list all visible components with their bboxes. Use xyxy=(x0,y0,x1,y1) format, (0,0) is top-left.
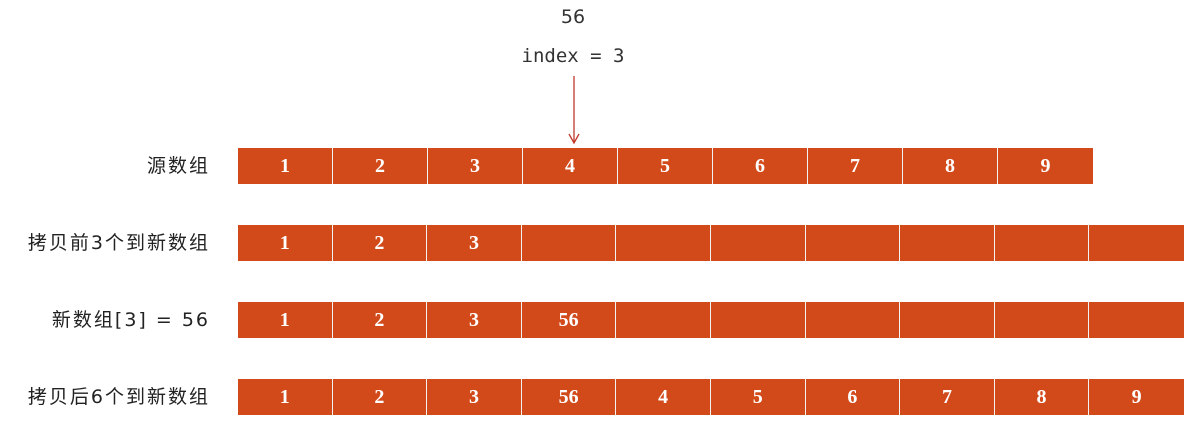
array-cell: 3 xyxy=(427,379,522,415)
array-cell xyxy=(710,302,806,338)
assign-56-row-label: 新数组[3] = 56 xyxy=(51,309,210,331)
array-cell: 56 xyxy=(521,302,617,338)
array-cell xyxy=(616,302,711,338)
copy-last-six-row: 1 2 3 56 4 5 6 7 8 9 xyxy=(238,379,1184,415)
array-cell: 1 xyxy=(238,302,333,338)
array-cell: 6 xyxy=(805,379,901,415)
index-label: index = 3 xyxy=(521,45,625,67)
array-cell: 9 xyxy=(1089,379,1184,415)
insert-value: 56 xyxy=(560,6,586,28)
copy-last-six-row-label: 拷贝后6个到新数组 xyxy=(27,386,210,408)
array-cell: 3 xyxy=(427,302,522,338)
array-cell xyxy=(616,225,711,261)
array-cell: 7 xyxy=(900,379,995,415)
array-cell: 7 xyxy=(808,148,903,184)
array-cell xyxy=(521,225,617,261)
down-arrow-icon xyxy=(568,76,580,145)
array-cell: 4 xyxy=(616,379,711,415)
assign-56-row: 1 2 3 56 xyxy=(238,302,1184,338)
array-cell xyxy=(1089,302,1184,338)
source-array-row-label: 源数组 xyxy=(146,155,210,177)
array-cell: 4 xyxy=(523,148,618,184)
array-cell: 8 xyxy=(994,379,1090,415)
array-cell xyxy=(994,225,1090,261)
array-cell: 1 xyxy=(238,148,333,184)
array-cell: 5 xyxy=(618,148,713,184)
array-cell: 3 xyxy=(427,225,522,261)
array-cell: 1 xyxy=(238,225,333,261)
array-cell: 9 xyxy=(998,148,1093,184)
array-cell xyxy=(710,225,806,261)
array-cell: 2 xyxy=(332,302,428,338)
array-cell: 2 xyxy=(332,379,428,415)
array-cell: 8 xyxy=(903,148,998,184)
array-cell xyxy=(900,302,995,338)
array-cell xyxy=(1089,225,1184,261)
array-cell xyxy=(805,302,901,338)
array-cell xyxy=(900,225,995,261)
copy-first-three-row-label: 拷贝前3个到新数组 xyxy=(27,232,210,254)
array-cell: 2 xyxy=(333,148,428,184)
array-cell: 1 xyxy=(238,379,333,415)
array-cell: 5 xyxy=(710,379,806,415)
array-cell xyxy=(994,302,1090,338)
array-cell: 3 xyxy=(428,148,523,184)
array-cell: 56 xyxy=(521,379,617,415)
array-cell: 2 xyxy=(332,225,428,261)
array-cell: 6 xyxy=(713,148,808,184)
array-cell xyxy=(805,225,901,261)
